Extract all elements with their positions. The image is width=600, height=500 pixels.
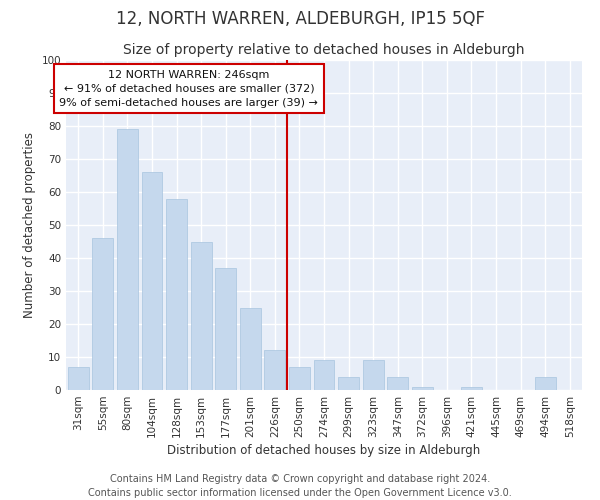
Title: Size of property relative to detached houses in Aldeburgh: Size of property relative to detached ho… [123,44,525,58]
Bar [68,367,89,390]
Bar [338,377,359,390]
Bar [215,268,236,390]
Text: Contains HM Land Registry data © Crown copyright and database right 2024.
Contai: Contains HM Land Registry data © Crown c… [88,474,512,498]
Bar [314,360,334,390]
Bar [535,377,556,390]
Bar [240,308,261,390]
Bar [362,360,383,390]
X-axis label: Distribution of detached houses by size in Aldeburgh: Distribution of detached houses by size … [167,444,481,457]
Bar [117,130,138,390]
Bar [461,386,482,390]
Bar [142,172,163,390]
Bar [387,377,408,390]
Bar [191,242,212,390]
Bar [166,198,187,390]
Y-axis label: Number of detached properties: Number of detached properties [23,132,36,318]
Bar [265,350,286,390]
Text: 12, NORTH WARREN, ALDEBURGH, IP15 5QF: 12, NORTH WARREN, ALDEBURGH, IP15 5QF [115,10,485,28]
Bar [412,386,433,390]
Bar [289,367,310,390]
Bar [92,238,113,390]
Text: 12 NORTH WARREN: 246sqm
← 91% of detached houses are smaller (372)
9% of semi-de: 12 NORTH WARREN: 246sqm ← 91% of detache… [59,70,318,108]
